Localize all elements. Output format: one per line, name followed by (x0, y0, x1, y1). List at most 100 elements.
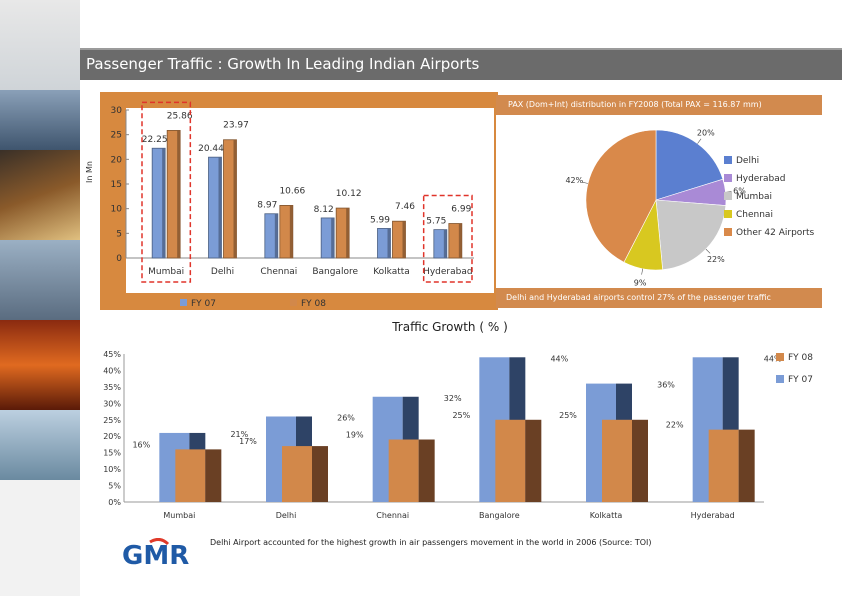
pie-slice-label: 6% (733, 187, 746, 196)
bar-side-shade (402, 221, 406, 258)
category-label: Delhi (211, 267, 234, 277)
pie-slice (585, 129, 657, 263)
pie-legend-swatch (724, 174, 732, 182)
growth-category-label: Hyderabad (691, 511, 735, 520)
bar-side-shade (331, 217, 335, 258)
bar-series (151, 130, 463, 259)
growth-data-labels: 21% 16% 26% 17% 32% 19% 44% 25% 36% 25% 44% 22% (132, 354, 782, 449)
x-axis-categories: Mumbai Delhi Chennai Bangalore Kolkatta Hyder… (148, 267, 472, 277)
growth-bar-fy08-side (738, 429, 755, 502)
y-tick-label: 25 (111, 131, 122, 141)
bar-side-shade (289, 205, 293, 258)
data-label: 22.25 (142, 135, 168, 145)
growth-label-fy08: 19% (346, 431, 364, 440)
legend-label: FY 08 (301, 299, 326, 309)
growth-y-ticks: 0% 5% 10% 15% 20% 25% 30% 35% 40% 45% (103, 350, 764, 507)
growth-label-fy08: 25% (452, 411, 470, 420)
growth-y-tick-label: 30% (103, 399, 121, 408)
pie-header: PAX (Dom+Int) distribution in FY2008 (To… (496, 95, 822, 115)
growth-y-tick-label: 45% (103, 350, 121, 359)
data-label: 10.12 (336, 189, 362, 199)
airport-photo (0, 90, 80, 150)
bar-side-shade (387, 228, 391, 258)
y-axis-ticks: 0 5 10 15 20 25 30 (111, 106, 474, 264)
pie-legend-label: Hyderabad (736, 174, 786, 184)
growth-y-tick-label: 0% (108, 498, 121, 507)
growth-category-label: Bangalore (479, 511, 520, 520)
bar-side-shade (443, 229, 447, 258)
pie-legend-label: Other 42 Airports (736, 228, 815, 238)
data-label: 5.75 (426, 217, 446, 227)
growth-legend-swatch (776, 375, 784, 383)
bar-legend: FY 07 FY 08 (180, 299, 326, 309)
highlight-box (422, 194, 473, 283)
growth-y-tick-label: 5% (108, 482, 121, 491)
growth-legend: FY 08 FY 07 (776, 353, 813, 385)
growth-label-fy07: 26% (337, 413, 355, 422)
y-tick-label: 20 (111, 155, 123, 165)
highway-photo (0, 150, 80, 240)
growth-y-tick-label: 15% (103, 449, 121, 458)
data-label: 8.12 (314, 205, 334, 215)
growth-y-tick-label: 35% (103, 383, 121, 392)
bar-side-shade (233, 139, 237, 258)
pie-slice-label: 20% (697, 128, 715, 137)
y-tick-label: 0 (116, 254, 122, 264)
growth-label-fy08: 17% (239, 437, 257, 446)
data-label: 5.99 (370, 215, 390, 225)
growth-bars (159, 357, 755, 502)
category-label: Mumbai (148, 267, 184, 277)
data-label: 23.97 (223, 121, 249, 131)
growth-label-fy07: 36% (657, 381, 675, 390)
y-axis-label: In Mn (85, 161, 94, 183)
slide-title: Passenger Traffic : Growth In Leading In… (86, 55, 480, 73)
growth-bar-fy08 (175, 449, 206, 502)
bar-fy-07 (320, 217, 335, 259)
y-tick-label: 30 (111, 106, 123, 116)
growth-bar-fy08 (602, 419, 632, 502)
growth-legend-label: FY 07 (788, 375, 813, 385)
pie-legend-label: Chennai (736, 210, 773, 220)
growth-y-tick-label: 25% (103, 416, 121, 425)
pie-legend-swatch (724, 156, 732, 164)
pie-slice-label: 42% (565, 176, 583, 185)
data-label: 20.44 (198, 144, 224, 154)
data-label: 25.86 (167, 111, 193, 121)
data-label: 8.97 (257, 201, 277, 211)
bar-side-shade (162, 148, 166, 258)
pie-footer: Delhi and Hyderabad airports control 27%… (496, 288, 822, 308)
data-label: 6.99 (451, 205, 471, 215)
growth-label-fy07: 44% (764, 354, 782, 363)
growth-note: Delhi Airport accounted for the highest … (210, 538, 652, 547)
growth-bar-fy08-side (632, 419, 648, 502)
gmr-logo: GMR (122, 538, 189, 570)
category-label: Bangalore (312, 267, 358, 277)
growth-category-label: Mumbai (163, 511, 195, 520)
growth-x-categories: Mumbai Delhi Chennai Bangalore Kolkatta Hyder… (163, 511, 734, 520)
highlight-box (141, 101, 192, 283)
growth-bar-fy08-side (525, 419, 542, 502)
left-photo-strip (0, 0, 80, 596)
growth-label-fy08: 16% (132, 440, 150, 449)
growth-y-tick-label: 40% (103, 366, 121, 375)
photo-placeholder (0, 0, 80, 90)
bar-side-shade (458, 223, 462, 258)
y-tick-label: 5 (116, 229, 122, 239)
building-photo (0, 240, 80, 320)
growth-label-fy07: 21% (230, 430, 248, 439)
growth-bar-fy08-side (418, 439, 435, 502)
growth-bar-fy08 (708, 429, 739, 502)
pie-legend-swatch (724, 228, 732, 236)
growth-bar-fy08 (388, 439, 419, 502)
plant-photo (0, 410, 80, 480)
pie-legend-swatch (724, 192, 732, 200)
bar-side-shade (177, 130, 181, 258)
growth-category-label: Delhi (276, 511, 297, 520)
pie-leader (582, 181, 589, 184)
legend-swatch (290, 299, 297, 306)
growth-legend-swatch (776, 353, 784, 361)
growth-label-fy08: 22% (666, 421, 684, 430)
legend-swatch (180, 299, 187, 306)
y-tick-label: 10 (111, 205, 123, 215)
growth-bar-fy08-side (312, 446, 328, 502)
